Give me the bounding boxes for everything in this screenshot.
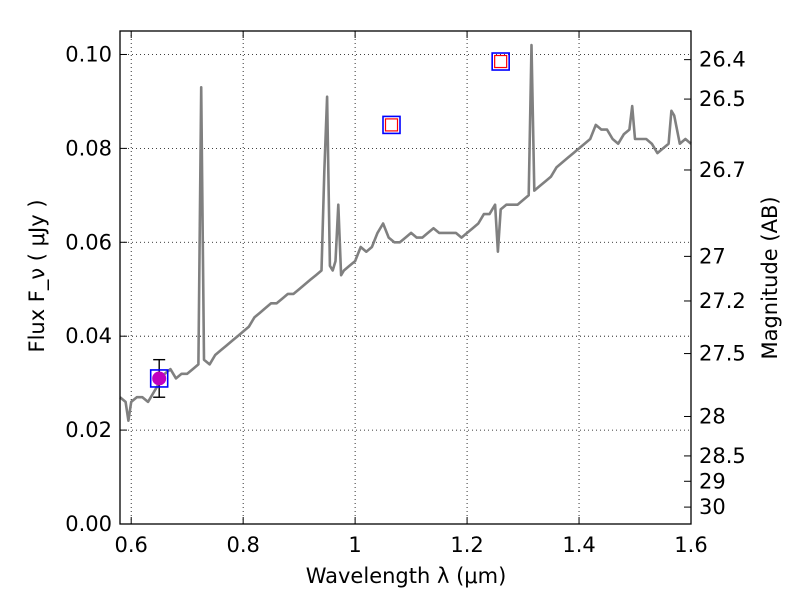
right-tick-label: 29 [699, 469, 726, 493]
y-tick-label: 0.10 [65, 42, 112, 66]
x-tick-label: 0.8 [226, 533, 259, 557]
y-tick-label: 0.04 [65, 324, 112, 348]
model-square-marker [491, 52, 510, 71]
y-tick-label: 0.02 [65, 418, 112, 442]
data-markers [149, 52, 510, 398]
plot-frame [119, 30, 692, 525]
series-lines [119, 43, 692, 423]
x-tick-label: 1 [348, 533, 361, 557]
x-tick-label: 1.2 [450, 533, 483, 557]
right-tick-label: 27 [699, 244, 726, 268]
right-tick-label: 27.2 [699, 289, 746, 313]
x-tick-label: 1.4 [562, 533, 595, 557]
observed-square-marker [494, 54, 508, 69]
photometry-point [152, 371, 167, 386]
right-tick-label: 28.5 [699, 444, 746, 468]
ticks [120, 31, 692, 525]
tick-labels: 0.6 0.8 1 1.2 1.4 1.6 0.00 0.02 0.04 0.06 0.08 0.10… [65, 42, 746, 557]
observed-square-marker [384, 118, 399, 132]
y-tick-label: 0.00 [65, 512, 112, 536]
right-tick-label: 28 [699, 404, 726, 428]
x-tick-label: 1.6 [674, 533, 707, 557]
right-tick-label: 26.5 [699, 87, 746, 111]
right-tick-label: 27.5 [699, 342, 746, 366]
x-axis-label: Wavelength λ (μm) [306, 564, 507, 588]
model-square-marker [382, 115, 401, 135]
y-tick-label: 0.08 [65, 136, 112, 160]
y-tick-label: 0.06 [65, 230, 112, 254]
right-tick-label: 30 [699, 495, 726, 519]
model-square-marker [149, 369, 169, 388]
right-tick-label: 26.4 [699, 48, 746, 72]
y-axis-label: Flux F_ν ( μJy ) [25, 199, 50, 352]
spectrum-line [119, 43, 692, 423]
right-tick-label: 26.7 [699, 158, 746, 182]
x-tick-label: 0.6 [114, 533, 147, 557]
right-axis-label: Magnitude (AB) [758, 196, 782, 359]
grid [120, 31, 692, 524]
